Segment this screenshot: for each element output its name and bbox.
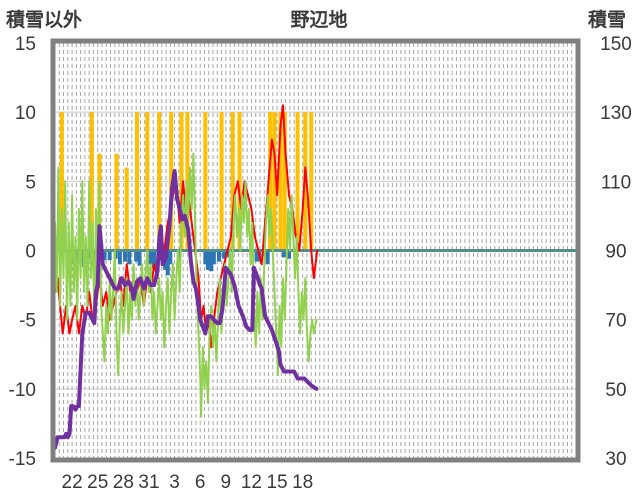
snow-depth-change-bar [222, 250, 227, 259]
snowfall-bar [59, 112, 64, 251]
snow-depth-change-bar [168, 250, 173, 265]
snow-depth-change-bar [107, 250, 112, 261]
snowfall-bar [272, 112, 277, 251]
snow-depth-change-bar [117, 250, 122, 265]
snow-depth-change-bar [134, 250, 139, 262]
snow-depth-change-bar [216, 250, 221, 262]
right-tick-label: 150 [600, 34, 632, 55]
snowfall-bar [295, 112, 300, 251]
snow-depth-change-bar [137, 250, 142, 266]
data-series-line [54, 152, 318, 418]
snow-depth-change-bar [281, 250, 286, 258]
x-tick-label: 25 [87, 472, 108, 493]
snow-depth-change-bar [102, 250, 107, 261]
snowfall-bar [179, 112, 184, 251]
snowfall-bar [282, 112, 287, 251]
snow-depth-change-bar [203, 250, 208, 265]
x-tick-label: 31 [138, 472, 159, 493]
snow-depth-change-bar [127, 250, 132, 265]
snowfall-bar [134, 112, 139, 251]
snowfall-bar [145, 112, 150, 251]
left-axis-label: 積雪以外 [6, 8, 82, 31]
left-tick-label: 0 [25, 242, 36, 263]
snow-depth-change-bar [254, 250, 259, 262]
right-axis-label: 積雪 [588, 8, 626, 31]
left-tick-label: 5 [25, 172, 36, 193]
snowfall-bar [278, 112, 283, 251]
snowfall-bar [268, 112, 273, 251]
snowfall-bar [157, 112, 162, 251]
right-tick-label: 110 [601, 172, 631, 193]
x-tick-label: 6 [195, 472, 206, 493]
snowfall-bar [309, 112, 314, 251]
right-tick-label: 50 [605, 380, 626, 401]
snowfall-bar [124, 167, 129, 251]
plot-frame [50, 38, 581, 463]
snowfall-bar [230, 112, 235, 251]
x-tick-label: 22 [62, 472, 83, 493]
snow-depth-line [53, 169, 319, 450]
x-tick-label: 18 [292, 472, 313, 493]
snow-depth-change-bar [287, 250, 292, 259]
snow-depth-change-bar [148, 250, 153, 265]
x-tick-label: 9 [221, 472, 232, 493]
x-tick-label: 15 [266, 472, 287, 493]
snow-depth-change-bar [211, 250, 216, 265]
snowfall-bar [237, 112, 242, 251]
right-tick-label: 30 [605, 449, 626, 470]
left-tick-label: 15 [15, 34, 36, 55]
snow-depth-change-bar [152, 250, 157, 269]
right-tick-label: 70 [605, 311, 626, 332]
line-series [53, 104, 319, 450]
snowfall-bar [203, 112, 208, 251]
snow-depth-change-bar [209, 250, 214, 272]
snowfall-bar [219, 112, 224, 251]
snow-depth-change-bar [123, 250, 128, 262]
right-tick-label: 130 [600, 103, 632, 124]
snow-depth-change-bar [165, 250, 170, 276]
x-tick-label: 3 [169, 472, 180, 493]
x-tick-label: 12 [241, 472, 262, 493]
snow-depth-change-bar [205, 250, 210, 270]
left-tick-label: 10 [15, 103, 36, 124]
left-tick-label: -15 [9, 449, 36, 470]
x-tick-label: 28 [113, 472, 134, 493]
left-tick-label: -5 [19, 311, 36, 332]
left-tick-label: -10 [9, 380, 36, 401]
snowfall-bar [89, 112, 94, 251]
snowfall-bar [114, 153, 119, 251]
chart-title: 野辺地 [290, 8, 347, 31]
snow-depth-change-bar [265, 250, 270, 265]
right-tick-label: 90 [605, 242, 626, 263]
